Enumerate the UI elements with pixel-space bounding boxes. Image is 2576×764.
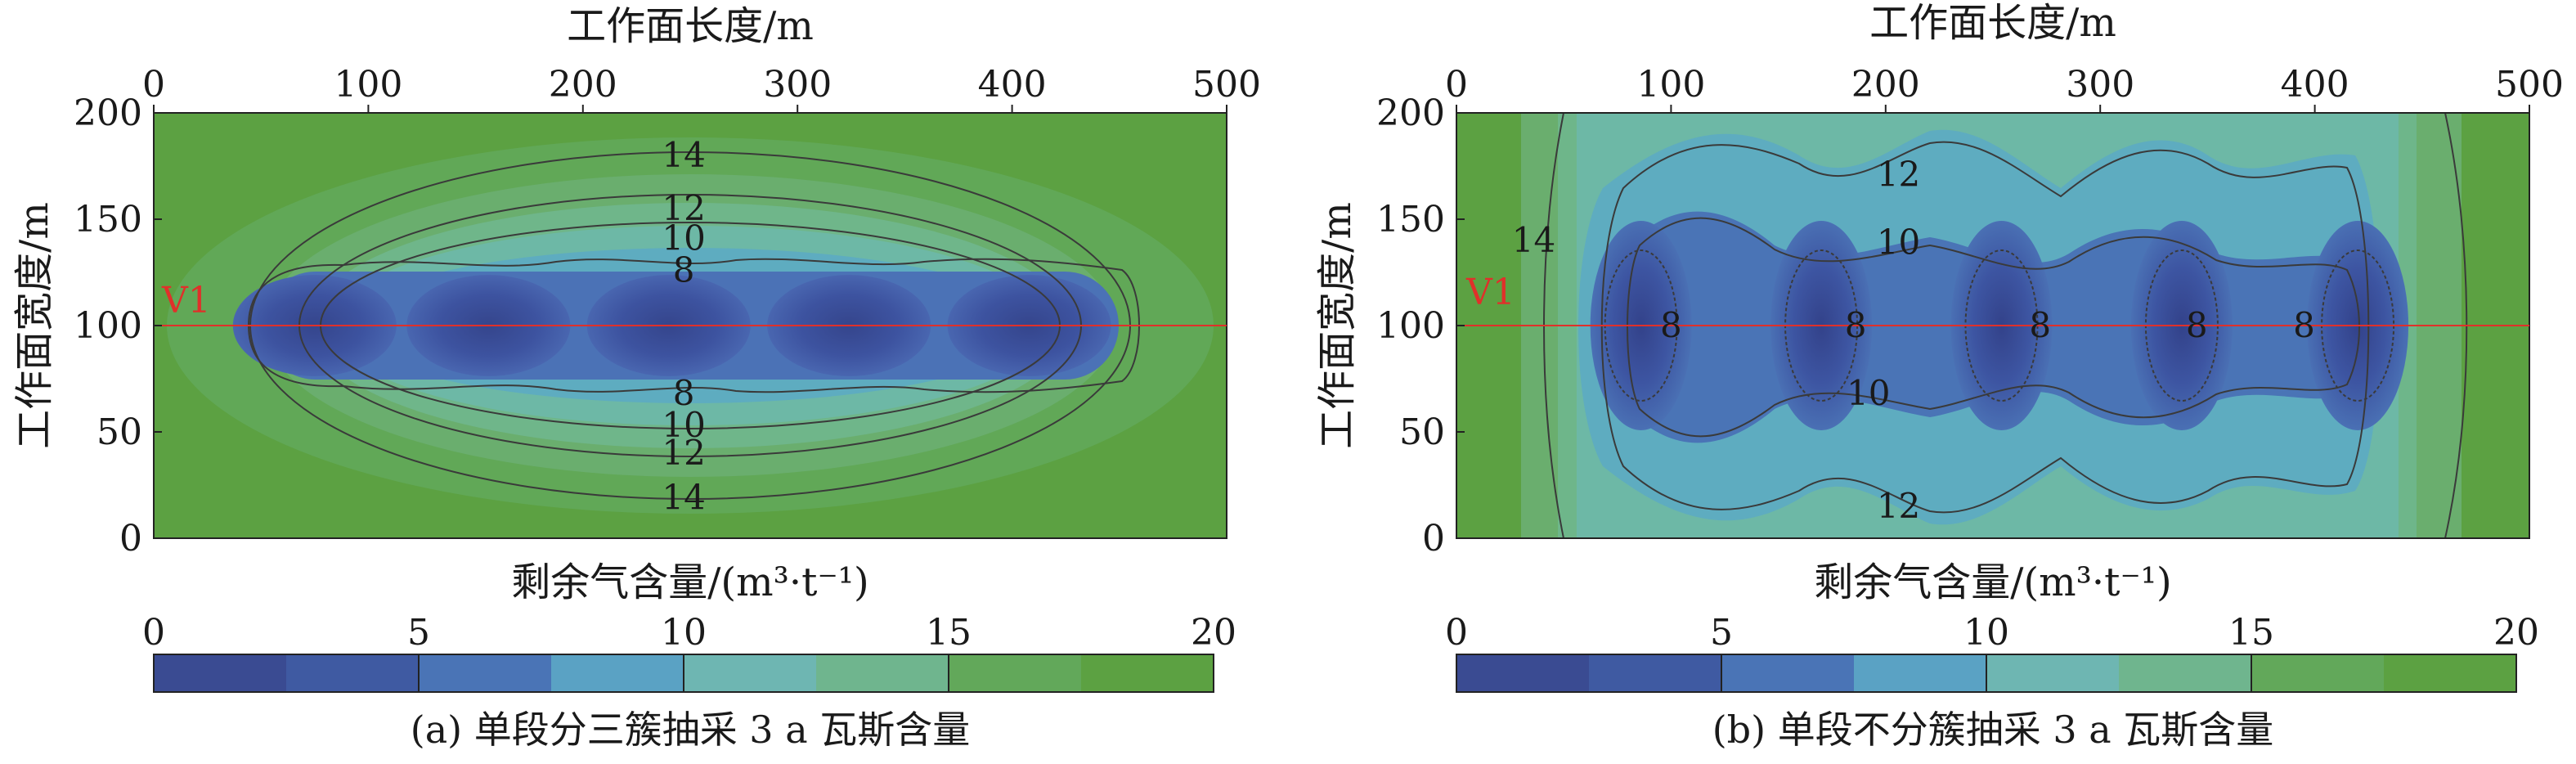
- colorbar-tick-label-a: 0: [142, 612, 165, 654]
- colorbar-segment-a: [617, 654, 684, 692]
- contour-label-b: 8: [1845, 305, 1867, 345]
- colorbar-segment-b: [2251, 654, 2318, 692]
- colorbar-tick-label-a: 15: [926, 612, 972, 654]
- x-tick-label-b: 500: [2495, 64, 2564, 106]
- colorbar-segment-a: [551, 654, 618, 692]
- colorbar-tick-label-b: 0: [1445, 612, 1468, 654]
- colorbar-segment-a: [684, 654, 751, 692]
- colorbar-segment-b: [1589, 654, 1656, 692]
- contour-label-b: 12: [1877, 486, 1920, 526]
- colorbar-segment-a: [154, 654, 221, 692]
- colorbar-label-b: 剩余气含量/(m³·t⁻¹): [1814, 560, 2172, 605]
- contour-12-b: [1600, 141, 2370, 514]
- colorbar-segment-b: [1854, 654, 1921, 692]
- caption-a: (a) 单段分三簇抽采 3 a 瓦斯含量: [411, 708, 971, 752]
- colorbar-segment-b: [2053, 654, 2120, 692]
- colorbar-segment-a: [949, 654, 1016, 692]
- x-tick-label-b: 0: [1445, 64, 1468, 106]
- x-axis-title-a: 工作面长度/m: [567, 3, 814, 49]
- x-tick-label-b: 100: [1636, 64, 1705, 106]
- colorbar-tick-label-b: 10: [1963, 612, 2009, 654]
- colorbar-segment-a: [286, 654, 353, 692]
- contour-label-a: 12: [662, 433, 705, 473]
- colorbar-tick-label-a: 20: [1191, 612, 1236, 654]
- y-tick-label-a: 50: [96, 411, 142, 453]
- colorbar-segment-b: [2185, 654, 2252, 692]
- x-axis-title-b: 工作面长度/m: [1869, 0, 2116, 46]
- colorbar-segment-b: [2318, 654, 2385, 692]
- contour-label-a: 14: [662, 135, 705, 175]
- x-tick-label-a: 500: [1192, 64, 1261, 106]
- colorbar-segment-b: [1920, 654, 1987, 692]
- colorbar-segment-a: [1081, 654, 1148, 692]
- colorbar-segment-b: [1721, 654, 1788, 692]
- contour-label-a: 10: [662, 405, 705, 445]
- reference-line-label-b: V1: [1465, 272, 1515, 313]
- colorbar-segment-a: [882, 654, 949, 692]
- colorbar-label-a: 剩余气含量/(m³·t⁻¹): [511, 560, 869, 605]
- colorbar-tick-label-b: 5: [1710, 612, 1733, 654]
- colorbar-segment-a: [750, 654, 817, 692]
- colorbar-segment-a: [1015, 654, 1082, 692]
- y-axis-title-b: 工作面宽度/m: [1314, 202, 1360, 449]
- y-tick-label-b: 150: [1376, 199, 1445, 240]
- contour-label-a: 8: [673, 249, 695, 290]
- colorbar-segment-b: [2450, 654, 2517, 692]
- reference-line-label-a: V1: [161, 280, 211, 321]
- colorbar-segment-b: [1523, 654, 1590, 692]
- contour-label-a: 12: [662, 188, 705, 228]
- x-tick-label-b: 400: [2281, 64, 2349, 106]
- x-tick-label-a: 0: [142, 64, 165, 106]
- colorbar-segment-b: [2119, 654, 2186, 692]
- contour-14-b-left: [1543, 113, 1564, 538]
- contour-label-b: 8: [2293, 305, 2315, 345]
- contour-label-a: 10: [662, 218, 705, 258]
- contour-10-b: [1627, 217, 2360, 438]
- colorbar-segment-a: [485, 654, 552, 692]
- colorbar-tick-label-a: 10: [661, 612, 707, 654]
- contour-label-b: 8: [1660, 305, 1682, 345]
- colorbar-segment-a: [352, 654, 420, 692]
- contour-label-a: 14: [662, 478, 705, 518]
- contour-label-b: 10: [1847, 373, 1890, 413]
- colorbar-segment-a: [419, 654, 486, 692]
- colorbar-segment-a: [1147, 654, 1214, 692]
- x-tick-label-a: 300: [763, 64, 832, 106]
- colorbar-segment-b: [1986, 654, 2053, 692]
- colorbar-tick-label-b: 15: [2228, 612, 2274, 654]
- x-tick-label-a: 400: [978, 64, 1047, 106]
- colorbar-segment-b: [2384, 654, 2451, 692]
- contour-label-b: 12: [1877, 154, 1920, 194]
- y-tick-label-b: 200: [1376, 92, 1445, 134]
- contour-label-b: 14: [1512, 220, 1555, 260]
- colorbar-segment-b: [1788, 654, 1855, 692]
- y-axis-title-a: 工作面宽度/m: [11, 202, 57, 449]
- y-tick-label-b: 50: [1399, 411, 1445, 453]
- colorbar-tick-label-a: 5: [407, 612, 430, 654]
- colorbar-segment-b: [1456, 654, 1524, 692]
- colorbar-tick-label-b: 20: [2493, 612, 2539, 654]
- y-tick-label-a: 150: [74, 199, 142, 240]
- x-tick-label-a: 100: [334, 64, 402, 106]
- caption-b: (b) 单段不分簇抽采 3 a 瓦斯含量: [1712, 708, 2274, 752]
- y-tick-label-a: 200: [74, 92, 142, 134]
- x-tick-label-b: 300: [2066, 64, 2134, 106]
- contour-label-a: 8: [673, 373, 695, 413]
- colorbar-segment-a: [220, 654, 287, 692]
- x-tick-label-b: 200: [1851, 64, 1920, 106]
- contour-label-b: 8: [2186, 305, 2208, 345]
- colorbar-segment-b: [1655, 654, 1722, 692]
- y-tick-label-a: 0: [119, 518, 142, 560]
- colorbar-segment-a: [816, 654, 883, 692]
- contour-label-b: 10: [1877, 222, 1920, 263]
- contour-14-b-right: [2444, 113, 2468, 538]
- y-tick-label-b: 100: [1376, 305, 1445, 347]
- contour-label-b: 8: [2029, 305, 2051, 345]
- x-tick-label-a: 200: [549, 64, 617, 106]
- y-tick-label-b: 0: [1422, 518, 1445, 560]
- y-tick-label-a: 100: [74, 305, 142, 347]
